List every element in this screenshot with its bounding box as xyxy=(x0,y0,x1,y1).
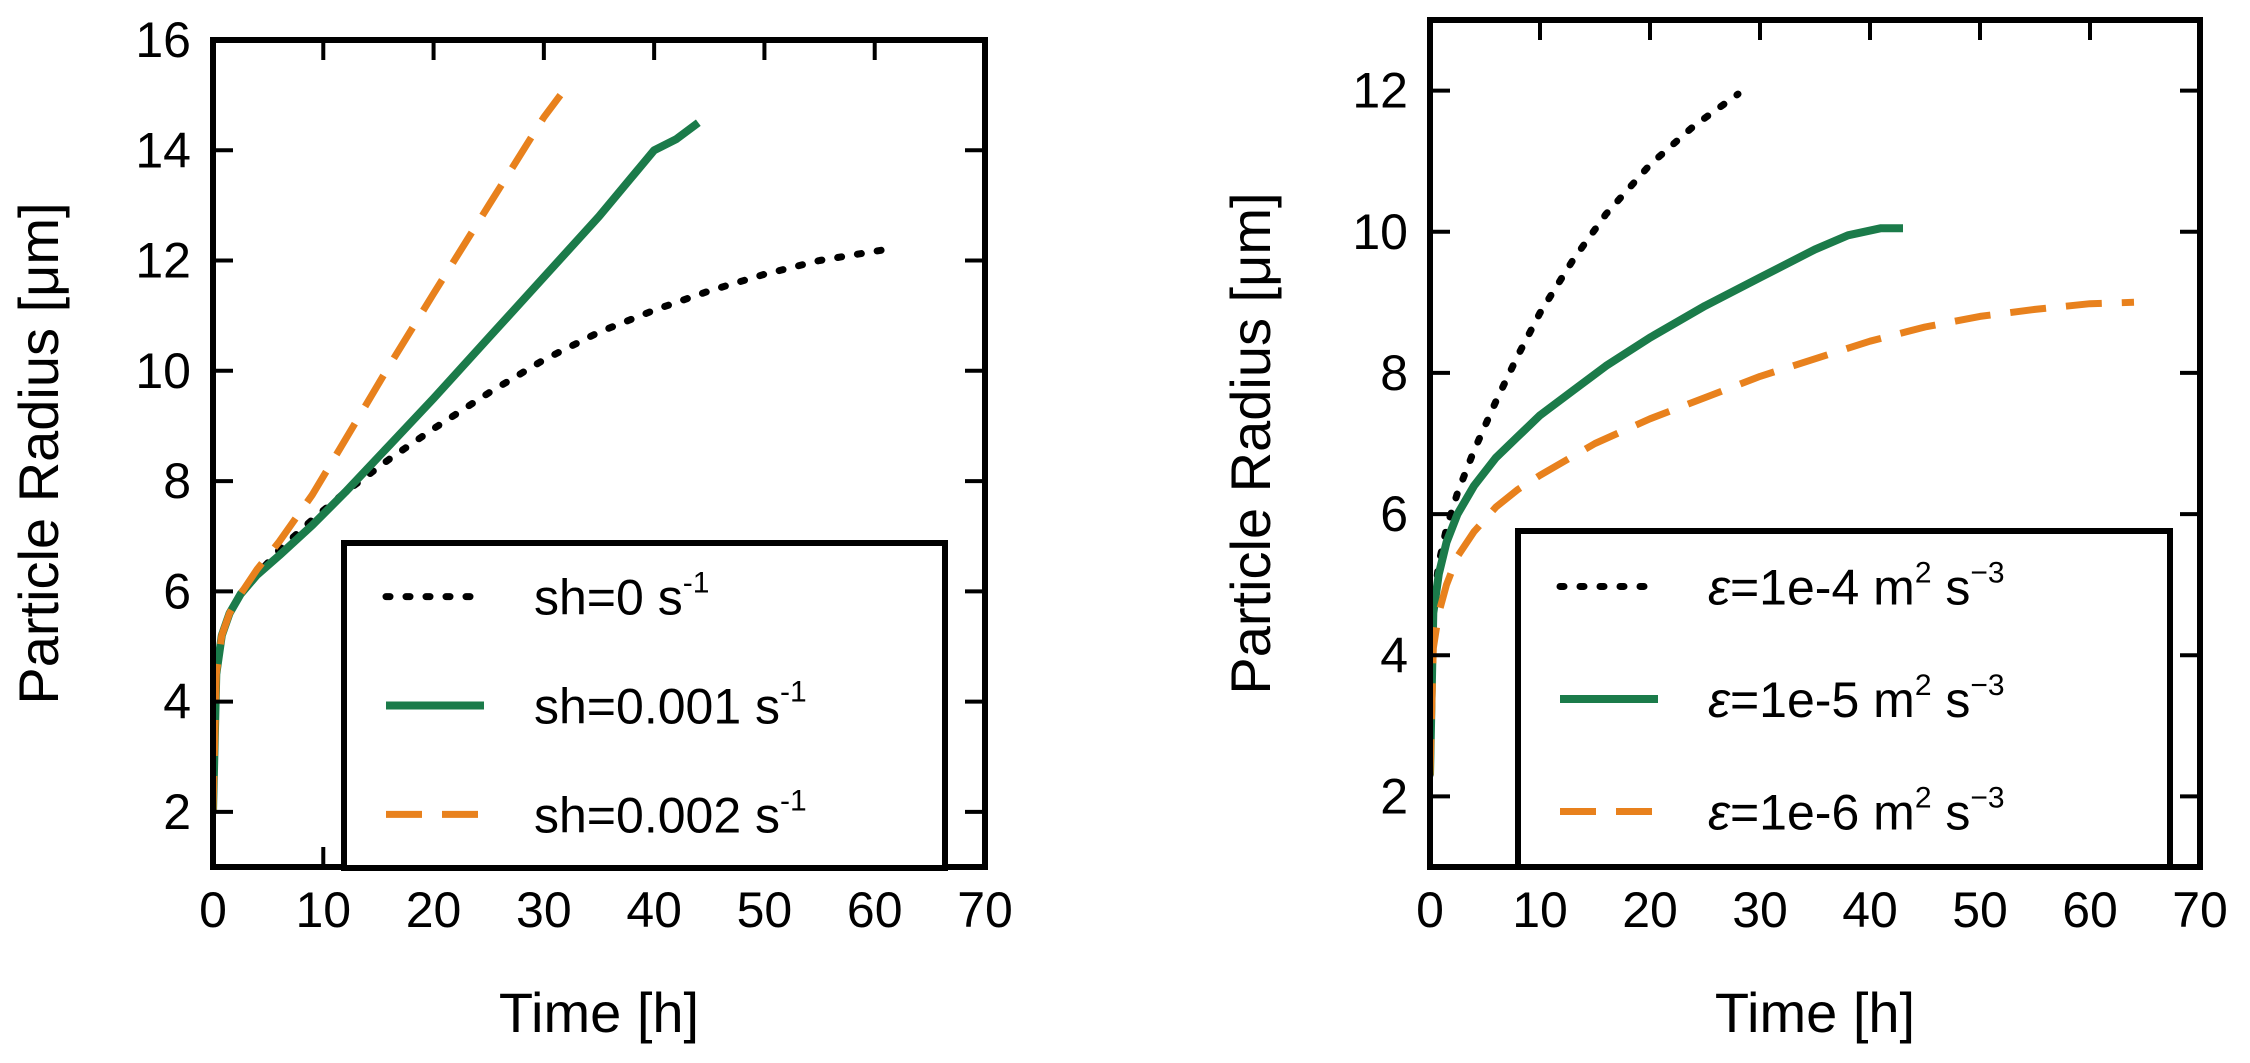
right-y-tick-label: 8 xyxy=(1380,345,1408,401)
right-y-tick-label: 10 xyxy=(1352,204,1408,260)
legend-label-part: ε xyxy=(1708,672,1731,728)
right-legend: ε=1e-4 m2 s−3ε=1e-5 m2 s−3ε=1e-6 m2 s−3 xyxy=(1515,528,2173,870)
legend-label-part: =1e-4 m xyxy=(1730,559,1915,615)
left-series-line-3 xyxy=(213,93,564,812)
right-series-line-2 xyxy=(1430,224,1903,776)
legend-label-part: −3 xyxy=(1970,669,2004,702)
left-x-tick-label: 10 xyxy=(295,882,351,938)
right-x-tick-label: 70 xyxy=(2172,882,2228,938)
left-x-axis-label: Time [h] xyxy=(499,981,699,1044)
legend-label-part: -1 xyxy=(780,784,807,817)
left-y-tick-label: 4 xyxy=(163,674,191,730)
right-legend-label-2: ε=1e-5 m2 s−3 xyxy=(1708,669,2005,728)
left-x-tick-label: 50 xyxy=(737,882,793,938)
right-x-tick-label: 60 xyxy=(2062,882,2118,938)
right-plot-area: 0 10 20 30 40 50 60 70 2 4 6 8 10 12 Time [h] Particle … xyxy=(1219,17,2228,1044)
left-x-tick-label: 30 xyxy=(516,882,572,938)
legend-label-part: =1e-6 m xyxy=(1730,785,1915,841)
left-series-group xyxy=(213,93,890,816)
left-legend-label-1: sh=0 s-1 xyxy=(534,567,709,626)
right-x-tick-label: 50 xyxy=(1952,882,2008,938)
left-x-tick-label: 70 xyxy=(957,882,1013,938)
right-chart-panel: 0 10 20 30 40 50 60 70 2 4 6 8 10 12 Time [h] Particle … xyxy=(1219,17,2228,1044)
legend-label-part: sh=0 s xyxy=(534,570,683,626)
legend-label-part: s xyxy=(1932,559,1971,615)
legend-label-part: 2 xyxy=(1915,556,1932,589)
right-y-tick-label: 6 xyxy=(1380,486,1408,542)
left-legend-label-2: sh=0.001 s-1 xyxy=(534,676,807,735)
right-legend-label-1: ε=1e-4 m2 s−3 xyxy=(1708,556,2005,615)
left-legend-label-3: sh=0.002 s-1 xyxy=(534,784,807,843)
legend-label-part: sh=0.002 s xyxy=(534,787,780,843)
left-x-tick-label: 60 xyxy=(847,882,903,938)
legend-label-part: s xyxy=(1932,785,1971,841)
legend-label-part: -1 xyxy=(780,676,807,709)
right-series-line-3 xyxy=(1430,298,2135,776)
left-y-tick-label: 12 xyxy=(135,233,191,289)
right-y-tick-label: 12 xyxy=(1352,63,1408,119)
right-x-axis-label: Time [h] xyxy=(1715,981,1915,1044)
legend-label-part: =1e-5 m xyxy=(1730,672,1915,728)
right-x-tick-label: 30 xyxy=(1732,882,1788,938)
left-x-tick-label: 40 xyxy=(626,882,682,938)
legend-label-part: 2 xyxy=(1915,782,1932,815)
right-y-axis-label: Particle Radius [μm] xyxy=(1219,192,1282,694)
legend-label-part: ε xyxy=(1708,785,1731,841)
left-legend: sh=0 s-1sh=0.001 s-1sh=0.002 s-1 xyxy=(341,540,948,871)
left-y-tick-label: 10 xyxy=(135,343,191,399)
legend-label-part: sh=0.001 s xyxy=(534,679,780,735)
right-legend-label-3: ε=1e-6 m2 s−3 xyxy=(1708,782,2005,841)
right-y-tick-label: 2 xyxy=(1380,768,1408,824)
right-x-tick-label: 20 xyxy=(1622,882,1678,938)
right-y-tick-label: 4 xyxy=(1380,627,1408,683)
right-x-tick-label: 10 xyxy=(1512,882,1568,938)
left-x-tick-label: 20 xyxy=(406,882,462,938)
left-y-tick-label: 8 xyxy=(163,453,191,509)
legend-label-part: -1 xyxy=(683,567,710,600)
legend-label-part: 2 xyxy=(1915,669,1932,702)
legend-label-part: −3 xyxy=(1970,556,2004,589)
left-y-axis-label: Particle Radius [μm] xyxy=(7,202,70,704)
left-y-tick-label: 6 xyxy=(163,563,191,619)
left-x-tick-label: 0 xyxy=(199,882,227,938)
right-x-tick-label: 0 xyxy=(1416,882,1444,938)
left-y-tick-label: 14 xyxy=(135,122,191,178)
legend-label-part: −3 xyxy=(1970,782,2004,815)
legend-label-part: ε xyxy=(1708,559,1731,615)
legend-label-part: s xyxy=(1932,672,1971,728)
right-x-tick-label: 40 xyxy=(1842,882,1898,938)
left-y-tick-label: 16 xyxy=(135,12,191,68)
right-series-group xyxy=(1430,90,2135,779)
left-chart-panel: 0 10 20 30 40 50 60 70 2 4 6 8 10 12 14 16 Time [h] Parti… xyxy=(7,12,1013,1044)
left-plot-area: 0 10 20 30 40 50 60 70 2 4 6 8 10 12 14 16 Time [h] Parti… xyxy=(7,12,1013,1044)
left-y-tick-label: 2 xyxy=(163,784,191,840)
